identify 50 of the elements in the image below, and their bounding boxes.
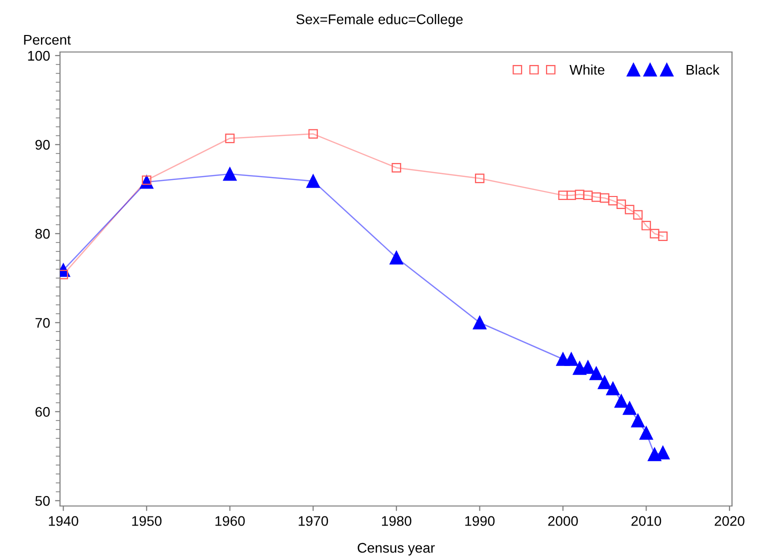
x-tick-label: 2010 (631, 516, 662, 526)
point (225, 134, 235, 144)
x-tick-label: 1940 (48, 516, 78, 526)
chart-title: Sex=Female educ=College (296, 14, 463, 27)
x-tick-label: 1990 (465, 516, 495, 526)
point (606, 382, 620, 396)
x-axis-title: Census year (358, 542, 435, 556)
x-tick-label: 2000 (548, 516, 578, 526)
point (390, 250, 404, 264)
point (472, 316, 486, 330)
y-tick-label: 100 (28, 50, 50, 61)
point (658, 232, 668, 241)
x-tick-label: 2020 (714, 516, 744, 526)
legend-label: Black (686, 64, 720, 75)
x-tick-label: 1960 (215, 516, 245, 526)
y-tick-label: 70 (36, 318, 50, 328)
point (614, 394, 628, 408)
point (650, 228, 660, 238)
point (308, 129, 318, 139)
y-tick-label: 90 (35, 140, 50, 150)
y-tick-label: 50 (35, 496, 50, 506)
point (592, 192, 601, 202)
x-tick-label: 1980 (382, 516, 412, 526)
point (616, 200, 626, 209)
point (558, 190, 568, 200)
point (583, 190, 593, 200)
point (589, 366, 604, 380)
point (600, 193, 610, 203)
point (633, 210, 643, 220)
point (631, 414, 645, 428)
point (639, 426, 654, 440)
point (574, 190, 584, 200)
point (622, 401, 636, 415)
y-tick-label: 80 (35, 228, 50, 239)
y-axis-title: Percent (24, 35, 71, 45)
x-tick-label: 1950 (132, 516, 162, 526)
point (566, 190, 576, 200)
point (624, 204, 634, 214)
x-tick-label: 1970 (298, 516, 328, 526)
point (564, 352, 578, 366)
legend-label: White (570, 64, 604, 75)
point (223, 167, 237, 181)
point (656, 446, 670, 460)
point (392, 163, 402, 172)
point (608, 196, 618, 206)
point (598, 375, 612, 390)
y-tick-label: 60 (36, 406, 50, 417)
point (306, 174, 320, 188)
point (474, 174, 484, 184)
point (642, 220, 651, 230)
